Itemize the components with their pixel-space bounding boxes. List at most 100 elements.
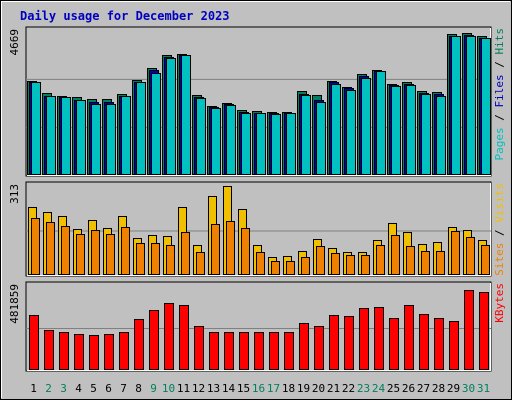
y-max-label-top: 4669 bbox=[8, 29, 21, 56]
x-label-day-7: 7 bbox=[120, 382, 127, 395]
bar-pages-day-4 bbox=[76, 100, 86, 175]
legend-part-separator: / bbox=[493, 108, 506, 128]
bars-middle bbox=[28, 186, 490, 275]
bar-pages-day-29 bbox=[451, 36, 461, 175]
graph-title: Daily usage for December 2023 bbox=[20, 9, 230, 23]
bar-sites-day-29 bbox=[451, 231, 460, 275]
bar-kbytes-day-26 bbox=[404, 305, 414, 370]
x-label-day-12: 12 bbox=[192, 382, 205, 395]
x-label-day-21: 21 bbox=[327, 382, 340, 395]
bar-pages-day-12 bbox=[196, 98, 206, 175]
x-label-day-20: 20 bbox=[312, 382, 325, 395]
x-label-day-30: 30 bbox=[462, 382, 475, 395]
panel-bottom: 481859 KBytes bbox=[8, 281, 506, 372]
bar-kbytes-day-6 bbox=[104, 334, 114, 370]
bar-sites-day-24 bbox=[376, 245, 385, 275]
bar-sites-day-13 bbox=[211, 224, 220, 275]
bar-sites-day-3 bbox=[61, 226, 70, 275]
bar-kbytes-day-27 bbox=[419, 314, 429, 370]
bar-sites-day-28 bbox=[436, 251, 445, 275]
bar-pages-day-22 bbox=[346, 90, 356, 175]
x-label-day-3: 3 bbox=[60, 382, 67, 395]
bar-kbytes-day-16 bbox=[254, 332, 264, 370]
bar-kbytes-day-30 bbox=[464, 290, 474, 370]
x-label-day-19: 19 bbox=[297, 382, 310, 395]
x-label-day-26: 26 bbox=[402, 382, 415, 395]
x-label-day-16: 16 bbox=[252, 382, 265, 395]
bar-sites-day-30 bbox=[466, 237, 475, 275]
bar-pages-day-25 bbox=[391, 86, 401, 175]
bar-kbytes-day-28 bbox=[434, 318, 444, 370]
bar-pages-day-9 bbox=[151, 73, 161, 175]
bar-pages-day-13 bbox=[211, 108, 221, 175]
series-legend-top: Pages / Files / Hits bbox=[493, 28, 506, 161]
bar-kbytes-day-21 bbox=[329, 315, 339, 370]
legend-part-sites: Sites bbox=[493, 243, 506, 276]
bar-kbytes-day-24 bbox=[374, 307, 384, 370]
x-label-day-24: 24 bbox=[372, 382, 386, 395]
bar-sites-day-2 bbox=[46, 222, 55, 275]
bar-sites-day-14 bbox=[226, 221, 235, 275]
bar-sites-day-4 bbox=[76, 234, 85, 275]
bar-kbytes-day-1 bbox=[29, 315, 39, 370]
bar-sites-day-18 bbox=[286, 261, 295, 275]
bar-sites-day-7 bbox=[121, 227, 130, 275]
bar-kbytes-day-10 bbox=[164, 303, 174, 370]
x-label-day-25: 25 bbox=[387, 382, 400, 395]
bar-sites-day-1 bbox=[31, 218, 40, 275]
bar-pages-day-10 bbox=[166, 58, 176, 175]
bar-sites-day-23 bbox=[361, 255, 370, 275]
bar-kbytes-day-23 bbox=[359, 308, 369, 370]
x-label-day-8: 8 bbox=[135, 382, 142, 395]
series-legend-bottom: KBytes bbox=[493, 283, 506, 323]
bar-pages-day-11 bbox=[181, 55, 191, 175]
bar-sites-day-8 bbox=[136, 243, 145, 275]
bar-sites-day-17 bbox=[271, 261, 280, 275]
bar-pages-day-6 bbox=[106, 104, 116, 175]
bar-sites-day-31 bbox=[481, 245, 490, 275]
panel-top: 4669 Pages / Files / Hits bbox=[8, 26, 506, 177]
bar-kbytes-day-18 bbox=[284, 332, 294, 370]
bar-kbytes-day-2 bbox=[44, 330, 54, 370]
x-label-day-4: 4 bbox=[75, 382, 82, 395]
x-label-day-28: 28 bbox=[432, 382, 445, 395]
bar-pages-day-28 bbox=[436, 96, 446, 175]
legend-part-files: Files bbox=[493, 74, 506, 107]
bar-pages-day-8 bbox=[136, 82, 146, 175]
legend-part-visits: Visits bbox=[493, 183, 506, 223]
bar-sites-day-20 bbox=[316, 246, 325, 275]
y-max-label-middle: 313 bbox=[8, 184, 21, 204]
bar-sites-day-19 bbox=[301, 257, 310, 275]
bar-sites-day-27 bbox=[421, 251, 430, 275]
bar-kbytes-day-13 bbox=[209, 332, 219, 370]
series-legend-middle: Sites / Visits bbox=[493, 183, 506, 276]
bar-kbytes-day-5 bbox=[89, 335, 99, 370]
y-max-label-bottom: 481859 bbox=[8, 284, 21, 324]
x-label-day-22: 22 bbox=[342, 382, 355, 395]
bars-bottom bbox=[29, 290, 489, 370]
bar-sites-day-26 bbox=[406, 246, 415, 275]
x-label-day-17: 17 bbox=[267, 382, 280, 395]
legend-part-separator: / bbox=[493, 223, 506, 243]
bar-sites-day-21 bbox=[331, 253, 340, 275]
bar-sites-day-6 bbox=[106, 234, 115, 275]
bar-kbytes-day-22 bbox=[344, 316, 354, 370]
x-label-day-29: 29 bbox=[447, 382, 460, 395]
x-label-day-11: 11 bbox=[177, 382, 190, 395]
bar-sites-day-16 bbox=[256, 252, 265, 275]
bar-pages-day-21 bbox=[331, 84, 341, 175]
bar-kbytes-day-20 bbox=[314, 326, 324, 370]
bar-pages-day-19 bbox=[301, 95, 311, 175]
x-label-day-13: 13 bbox=[207, 382, 220, 395]
bar-pages-day-26 bbox=[406, 85, 416, 175]
bar-pages-day-14 bbox=[226, 105, 236, 175]
x-label-day-6: 6 bbox=[105, 382, 112, 395]
bar-pages-day-30 bbox=[466, 36, 476, 175]
x-label-day-23: 23 bbox=[357, 382, 370, 395]
x-label-day-14: 14 bbox=[222, 382, 236, 395]
x-label-day-27: 27 bbox=[417, 382, 430, 395]
bar-kbytes-day-19 bbox=[299, 323, 309, 370]
bar-pages-day-27 bbox=[421, 94, 431, 175]
bar-sites-day-10 bbox=[166, 245, 175, 275]
